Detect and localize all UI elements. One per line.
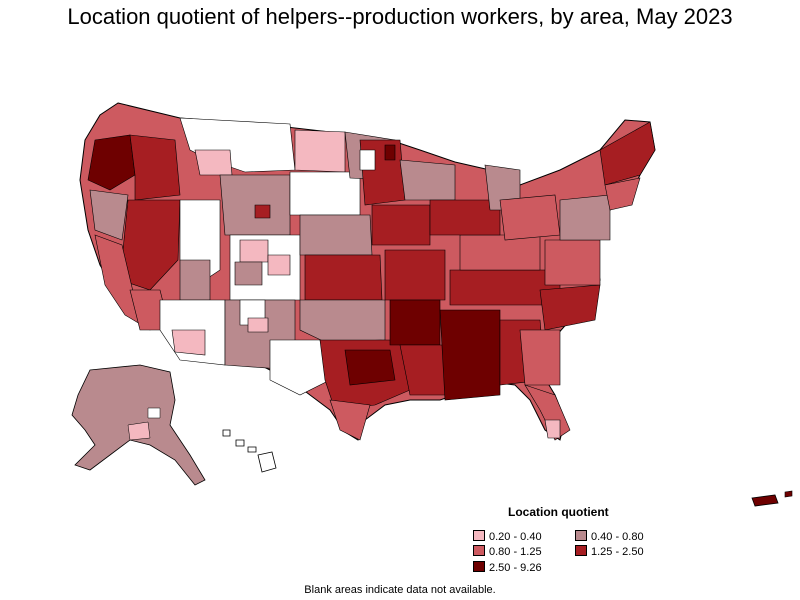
legend-label-5: 2.50 - 9.26 (489, 562, 542, 574)
legend-title: Location quotient (508, 505, 609, 519)
legend-swatch-4 (575, 545, 587, 556)
puerto-rico-island (784, 490, 793, 498)
legend-label-3: 0.80 - 1.25 (489, 546, 542, 558)
legend-swatch-3 (473, 545, 485, 556)
legend-label-1: 0.20 - 0.40 (489, 531, 542, 543)
legend-swatch-5 (473, 561, 485, 572)
legend-item-1: 0.20 - 0.40 (473, 530, 542, 544)
alaska-patch (127, 421, 151, 441)
legend-item-5: 2.50 - 9.26 (473, 561, 542, 575)
legend-label-4: 1.25 - 2.50 (591, 546, 644, 558)
legend-item-3: 0.80 - 1.25 (473, 545, 542, 559)
legend-label-2: 0.40 - 0.80 (591, 531, 644, 543)
hawaii-islands (222, 429, 277, 473)
legend-swatch-1 (473, 530, 485, 541)
legend-swatch-2 (575, 530, 587, 541)
puerto-rico-region (751, 494, 779, 507)
legend-item-4: 1.25 - 2.50 (575, 545, 644, 559)
legend-item-2: 0.40 - 0.80 (575, 530, 644, 544)
region-patches (87, 117, 656, 441)
alaska-patch-2 (147, 407, 161, 419)
footnote: Blank areas indicate data not available. (304, 584, 496, 596)
map-title: Location quotient of helpers--production… (67, 4, 733, 29)
